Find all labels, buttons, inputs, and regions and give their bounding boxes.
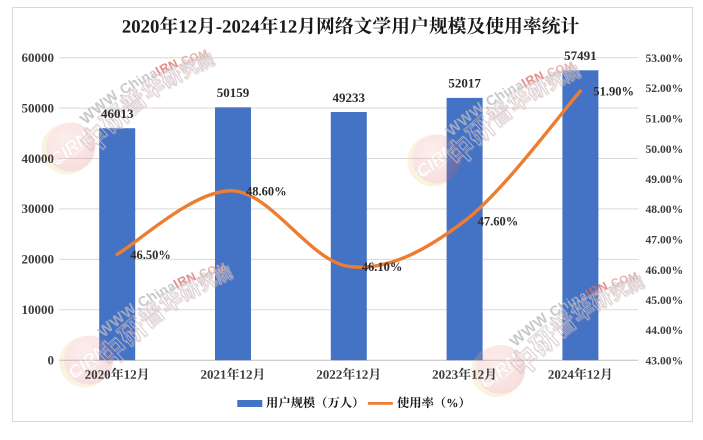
svg-text:50000: 50000	[22, 100, 55, 115]
svg-text:49233: 49233	[333, 90, 366, 105]
svg-text:52017: 52017	[448, 76, 481, 91]
svg-text:10000: 10000	[22, 302, 55, 317]
svg-text:48.00%: 48.00%	[646, 203, 684, 216]
svg-text:46.00%: 46.00%	[646, 264, 684, 277]
svg-text:47.00%: 47.00%	[646, 234, 684, 247]
svg-text:60000: 60000	[22, 50, 55, 65]
svg-text:48.60%: 48.60%	[246, 184, 287, 198]
svg-text:47.60%: 47.60%	[478, 215, 519, 229]
svg-text:20000: 20000	[22, 252, 55, 267]
svg-text:30000: 30000	[22, 201, 55, 216]
svg-text:44.00%: 44.00%	[646, 324, 684, 337]
svg-text:57491: 57491	[564, 48, 597, 63]
svg-text:50159: 50159	[217, 85, 250, 100]
svg-text:0: 0	[48, 353, 55, 368]
svg-text:46.10%: 46.10%	[362, 260, 403, 274]
svg-text:46.50%: 46.50%	[130, 248, 171, 262]
svg-text:45.00%: 45.00%	[646, 294, 684, 307]
svg-text:50.00%: 50.00%	[646, 143, 684, 156]
svg-text:51.00%: 51.00%	[646, 113, 684, 126]
svg-text:43.00%: 43.00%	[646, 355, 684, 368]
svg-text:52.00%: 52.00%	[646, 82, 684, 95]
svg-text:49.00%: 49.00%	[646, 173, 684, 186]
svg-text:40000: 40000	[22, 151, 55, 166]
svg-text:53.00%: 53.00%	[646, 52, 684, 65]
svg-text:46013: 46013	[101, 106, 134, 121]
svg-text:51.90%: 51.90%	[593, 85, 634, 99]
